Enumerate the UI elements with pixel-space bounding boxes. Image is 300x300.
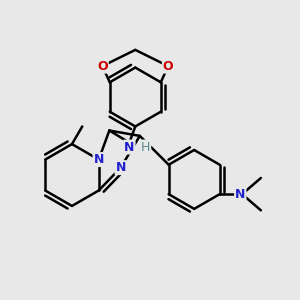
Text: O: O: [163, 60, 173, 73]
Text: H: H: [141, 141, 150, 154]
Text: O: O: [97, 60, 108, 73]
Text: N: N: [124, 141, 135, 154]
Text: N: N: [116, 161, 126, 174]
Text: N: N: [94, 153, 104, 166]
Text: N: N: [235, 188, 245, 201]
